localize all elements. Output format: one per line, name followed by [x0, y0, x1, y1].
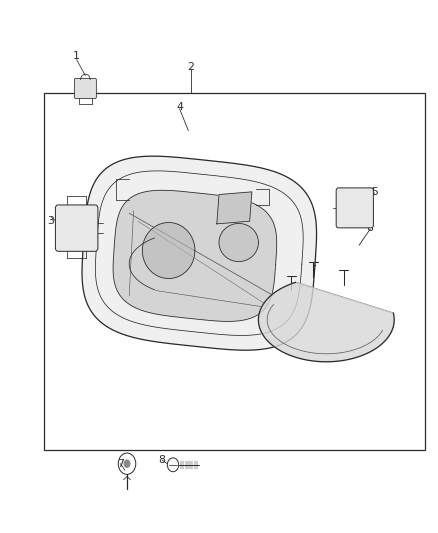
- Text: 4: 4: [176, 102, 183, 111]
- FancyBboxPatch shape: [336, 188, 373, 228]
- Text: 2: 2: [187, 62, 194, 71]
- Text: 5: 5: [371, 187, 378, 197]
- Text: 3: 3: [47, 216, 54, 226]
- Polygon shape: [219, 223, 258, 262]
- Text: 1: 1: [73, 51, 80, 61]
- Text: 7: 7: [117, 459, 124, 469]
- Text: 6: 6: [367, 223, 374, 233]
- Polygon shape: [142, 223, 195, 278]
- Polygon shape: [82, 156, 317, 350]
- FancyBboxPatch shape: [55, 205, 98, 252]
- Circle shape: [124, 459, 131, 468]
- Text: 8: 8: [159, 455, 166, 465]
- FancyBboxPatch shape: [74, 78, 96, 99]
- Polygon shape: [258, 282, 394, 362]
- Polygon shape: [217, 192, 252, 224]
- Bar: [44, 93, 425, 450]
- Polygon shape: [113, 190, 277, 321]
